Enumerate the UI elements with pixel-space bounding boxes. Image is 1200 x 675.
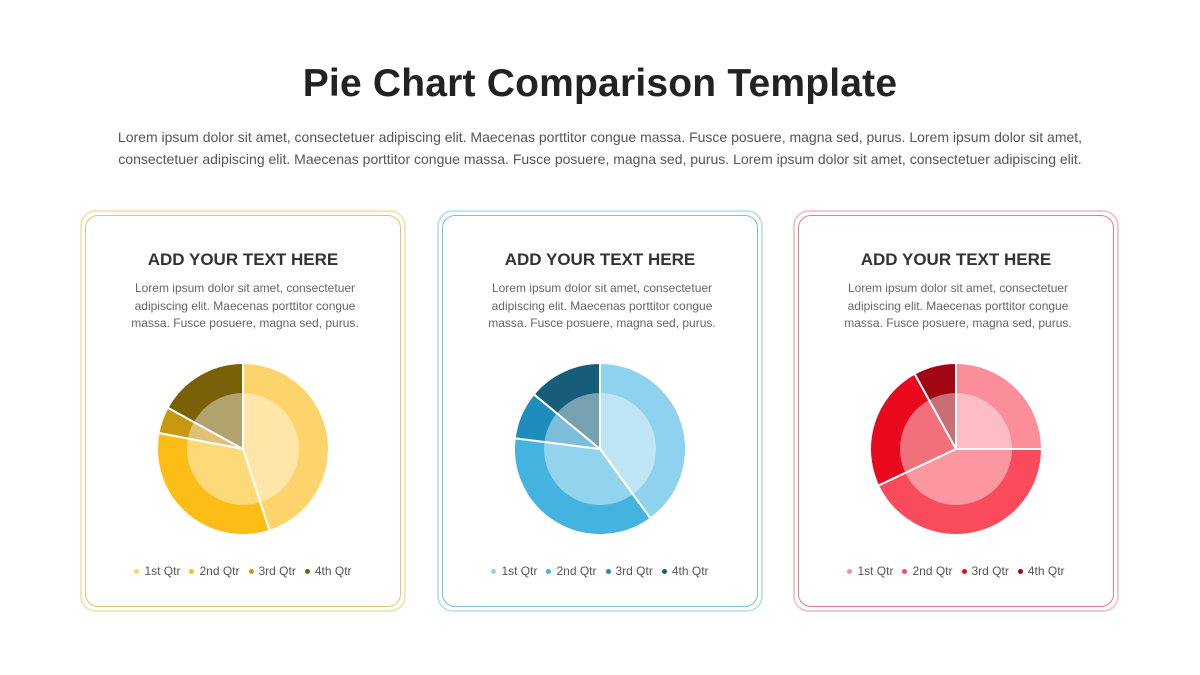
pie-chart	[156, 361, 330, 536]
legend-label: 3rd Qtr	[258, 564, 296, 578]
legend-label: 4th Qtr	[1027, 564, 1065, 578]
legend-label: 3rd Qtr	[615, 564, 653, 578]
pie-inner-overlay	[900, 393, 1012, 505]
legend-label: 1st Qtr	[144, 564, 181, 578]
pie-slice-1	[955, 361, 1044, 450]
pie-slice-1	[599, 361, 687, 520]
card-description: Lorem ipsum dolor sit amet, consectetuer…	[131, 281, 359, 330]
card-description: Lorem ipsum dolor sit amet, consectetuer…	[844, 281, 1072, 330]
pie-slice-2	[876, 448, 1044, 537]
legend-swatch	[961, 568, 967, 574]
legend-item: 1st Qtr	[491, 564, 537, 578]
page-title: Pie Chart Comparison Template	[302, 62, 898, 105]
legend-swatch	[189, 568, 195, 574]
chart-legend: 1st Qtr 2nd Qtr 3rd Qtr 4th Qtr	[439, 564, 761, 578]
legend-label: 3rd Qtr	[971, 564, 1009, 578]
legend-item: 2nd Qtr	[902, 564, 953, 578]
legend-swatch	[134, 568, 140, 574]
pie-slice-2	[156, 431, 271, 536]
legend-swatch	[491, 568, 497, 574]
card-heading: ADD YOUR TEXT HERE	[504, 250, 696, 269]
legend-swatch	[304, 568, 310, 574]
legend-label: 2nd Qtr	[912, 564, 953, 578]
pie-slice-1	[242, 361, 330, 533]
card-heading: ADD YOUR TEXT HERE	[860, 250, 1052, 269]
pie-inner-overlay	[544, 393, 656, 505]
pie-slice-4	[532, 361, 601, 452]
legend-swatch	[902, 568, 908, 574]
chart-card-2: ADD YOUR TEXT HERE Lorem ipsum dolor sit…	[437, 210, 763, 612]
chart-card-1: ADD YOUR TEXT HERE Lorem ipsum dolor sit…	[80, 210, 406, 612]
chart-legend: 1st Qtr 2nd Qtr 3rd Qtr 4th Qtr	[795, 564, 1117, 578]
pie-slice-4	[166, 361, 244, 451]
legend-item: 1st Qtr	[134, 564, 180, 578]
legend-item: 2nd Qtr	[546, 564, 597, 578]
legend-item: 4th Qtr	[661, 564, 709, 578]
legend-swatch	[661, 568, 667, 574]
chart-legend: 1st Qtr 2nd Qtr 3rd Qtr 4th Qtr	[82, 564, 404, 578]
pie-slice-3	[868, 372, 958, 487]
pie-chart	[868, 361, 1044, 537]
pie-inner-overlay	[187, 393, 299, 505]
pie-slice-2	[513, 437, 652, 537]
legend-item: 3rd Qtr	[248, 564, 296, 578]
chart-card-3: ADD YOUR TEXT HERE Lorem ipsum dolor sit…	[793, 210, 1119, 612]
legend-swatch	[248, 568, 254, 574]
page-subtitle: Lorem ipsum dolor sit amet, consectetuer…	[117, 129, 1083, 167]
card-heading: ADD YOUR TEXT HERE	[147, 250, 339, 269]
legend-swatch	[1017, 568, 1023, 574]
legend-swatch	[847, 568, 853, 574]
legend-item: 1st Qtr	[847, 564, 893, 578]
legend-swatch	[605, 568, 611, 574]
legend-item: 4th Qtr	[304, 564, 352, 578]
pie-chart	[513, 361, 687, 537]
legend-label: 4th Qtr	[314, 564, 352, 578]
legend-swatch	[546, 568, 552, 574]
legend-label: 2nd Qtr	[556, 564, 597, 578]
legend-item: 4th Qtr	[1017, 564, 1065, 578]
pie-slice-4	[913, 361, 957, 450]
card-description: Lorem ipsum dolor sit amet, consectetuer…	[488, 281, 716, 330]
legend-item: 3rd Qtr	[605, 564, 653, 578]
legend-label: 1st Qtr	[857, 564, 894, 578]
legend-label: 2nd Qtr	[199, 564, 240, 578]
legend-label: 4th Qtr	[671, 564, 709, 578]
legend-label: 1st Qtr	[501, 564, 538, 578]
legend-item: 3rd Qtr	[961, 564, 1009, 578]
legend-item: 2nd Qtr	[189, 564, 240, 578]
